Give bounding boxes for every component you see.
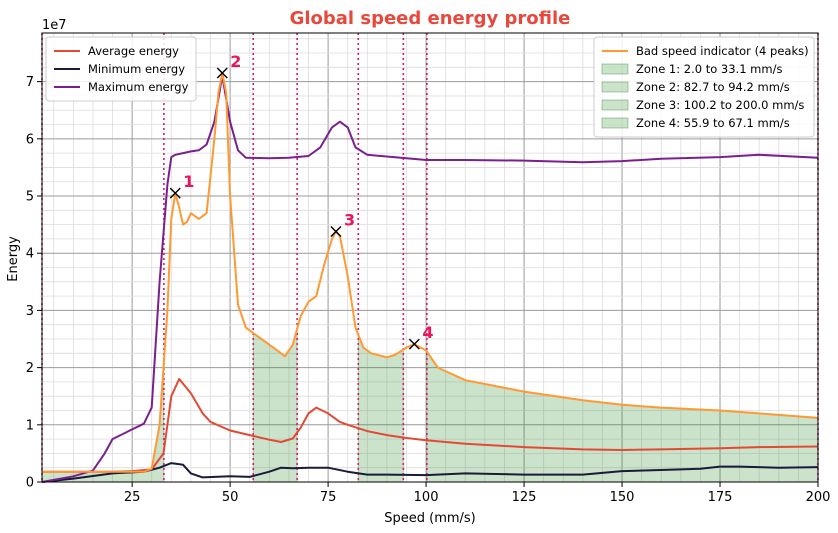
peak-cross-stroke xyxy=(330,225,342,237)
y-tick-label: 6 xyxy=(26,132,34,147)
peak-cross-stroke xyxy=(169,187,181,199)
legend-entry: Zone 4: 55.9 to 67.1 mm/s xyxy=(636,116,790,130)
plot-frame xyxy=(41,32,819,483)
axis-ticks: 25 50 75 100 125 150 175 200 0 1 2 3 4 5 6 7 xyxy=(26,75,831,505)
peak-label: 1 xyxy=(183,172,194,191)
legend-swatch xyxy=(601,63,629,75)
peak-label: 2 xyxy=(230,52,241,71)
y-tick-label: 0 xyxy=(26,476,34,491)
chart-title: Global speed energy profile xyxy=(290,8,571,29)
y-axis-label: Energy xyxy=(6,236,21,282)
y-tick-label: 5 xyxy=(26,190,34,205)
x-tick-label: 150 xyxy=(610,490,635,505)
legend-swatch xyxy=(601,117,629,129)
peak-label: 3 xyxy=(344,210,355,229)
x-tick-label: 200 xyxy=(806,490,831,505)
legend-entry: Maximum energy xyxy=(88,80,189,94)
legend-box xyxy=(45,36,197,102)
legend-right: Bad speed indicator (4 peaks) Zone 1: 2.0… xyxy=(593,36,815,138)
y-tick-label: 3 xyxy=(26,304,34,319)
legend-left: Average energy Minimum energy Maximum ener… xyxy=(45,36,197,102)
series-lines xyxy=(41,72,819,483)
y-tick-label: 1 xyxy=(26,418,34,433)
legend-box xyxy=(593,36,815,138)
y-tick-label: 2 xyxy=(26,361,34,376)
legend-swatch xyxy=(601,81,629,93)
y-multiplier-label: 1e7 xyxy=(42,18,67,33)
y-tick-label: 7 xyxy=(26,75,34,90)
x-tick-label: 100 xyxy=(414,490,439,505)
zone-fill-4 xyxy=(252,328,298,483)
peak-cross-stroke xyxy=(216,67,228,79)
legend-entry: Bad speed indicator (4 peaks) xyxy=(636,44,809,58)
x-tick-label: 125 xyxy=(512,490,537,505)
legend-entry: Zone 3: 100.2 to 200.0 mm/s xyxy=(636,98,804,112)
peak-markers: 1 2 3 4 xyxy=(169,52,433,350)
legend-entry: Minimum energy xyxy=(88,62,185,76)
series-line-bad xyxy=(42,72,819,473)
series-line-average xyxy=(42,378,819,473)
x-axis-label: Speed (mm/s) xyxy=(384,511,476,526)
x-tick-label: 75 xyxy=(320,490,337,505)
series-line-maximum xyxy=(41,74,819,483)
legend-swatch xyxy=(601,99,629,111)
x-tick-label: 25 xyxy=(124,490,141,505)
peak-marker-1 xyxy=(169,187,181,199)
legend-entry: Zone 1: 2.0 to 33.1 mm/s xyxy=(636,62,782,76)
y-tick-label: 4 xyxy=(26,247,34,262)
legend-entry: Average energy xyxy=(88,44,179,58)
x-tick-label: 50 xyxy=(222,490,239,505)
peak-marker-3 xyxy=(330,225,342,237)
legend-entry: Zone 2: 82.7 to 94.2 mm/s xyxy=(636,80,790,94)
peak-label: 4 xyxy=(422,323,433,342)
x-tick-label: 175 xyxy=(708,490,733,505)
peak-marker-4 xyxy=(408,338,420,350)
peak-cross-stroke xyxy=(408,338,420,350)
peak-marker-2 xyxy=(216,67,228,79)
series-line-minimum xyxy=(41,462,819,483)
